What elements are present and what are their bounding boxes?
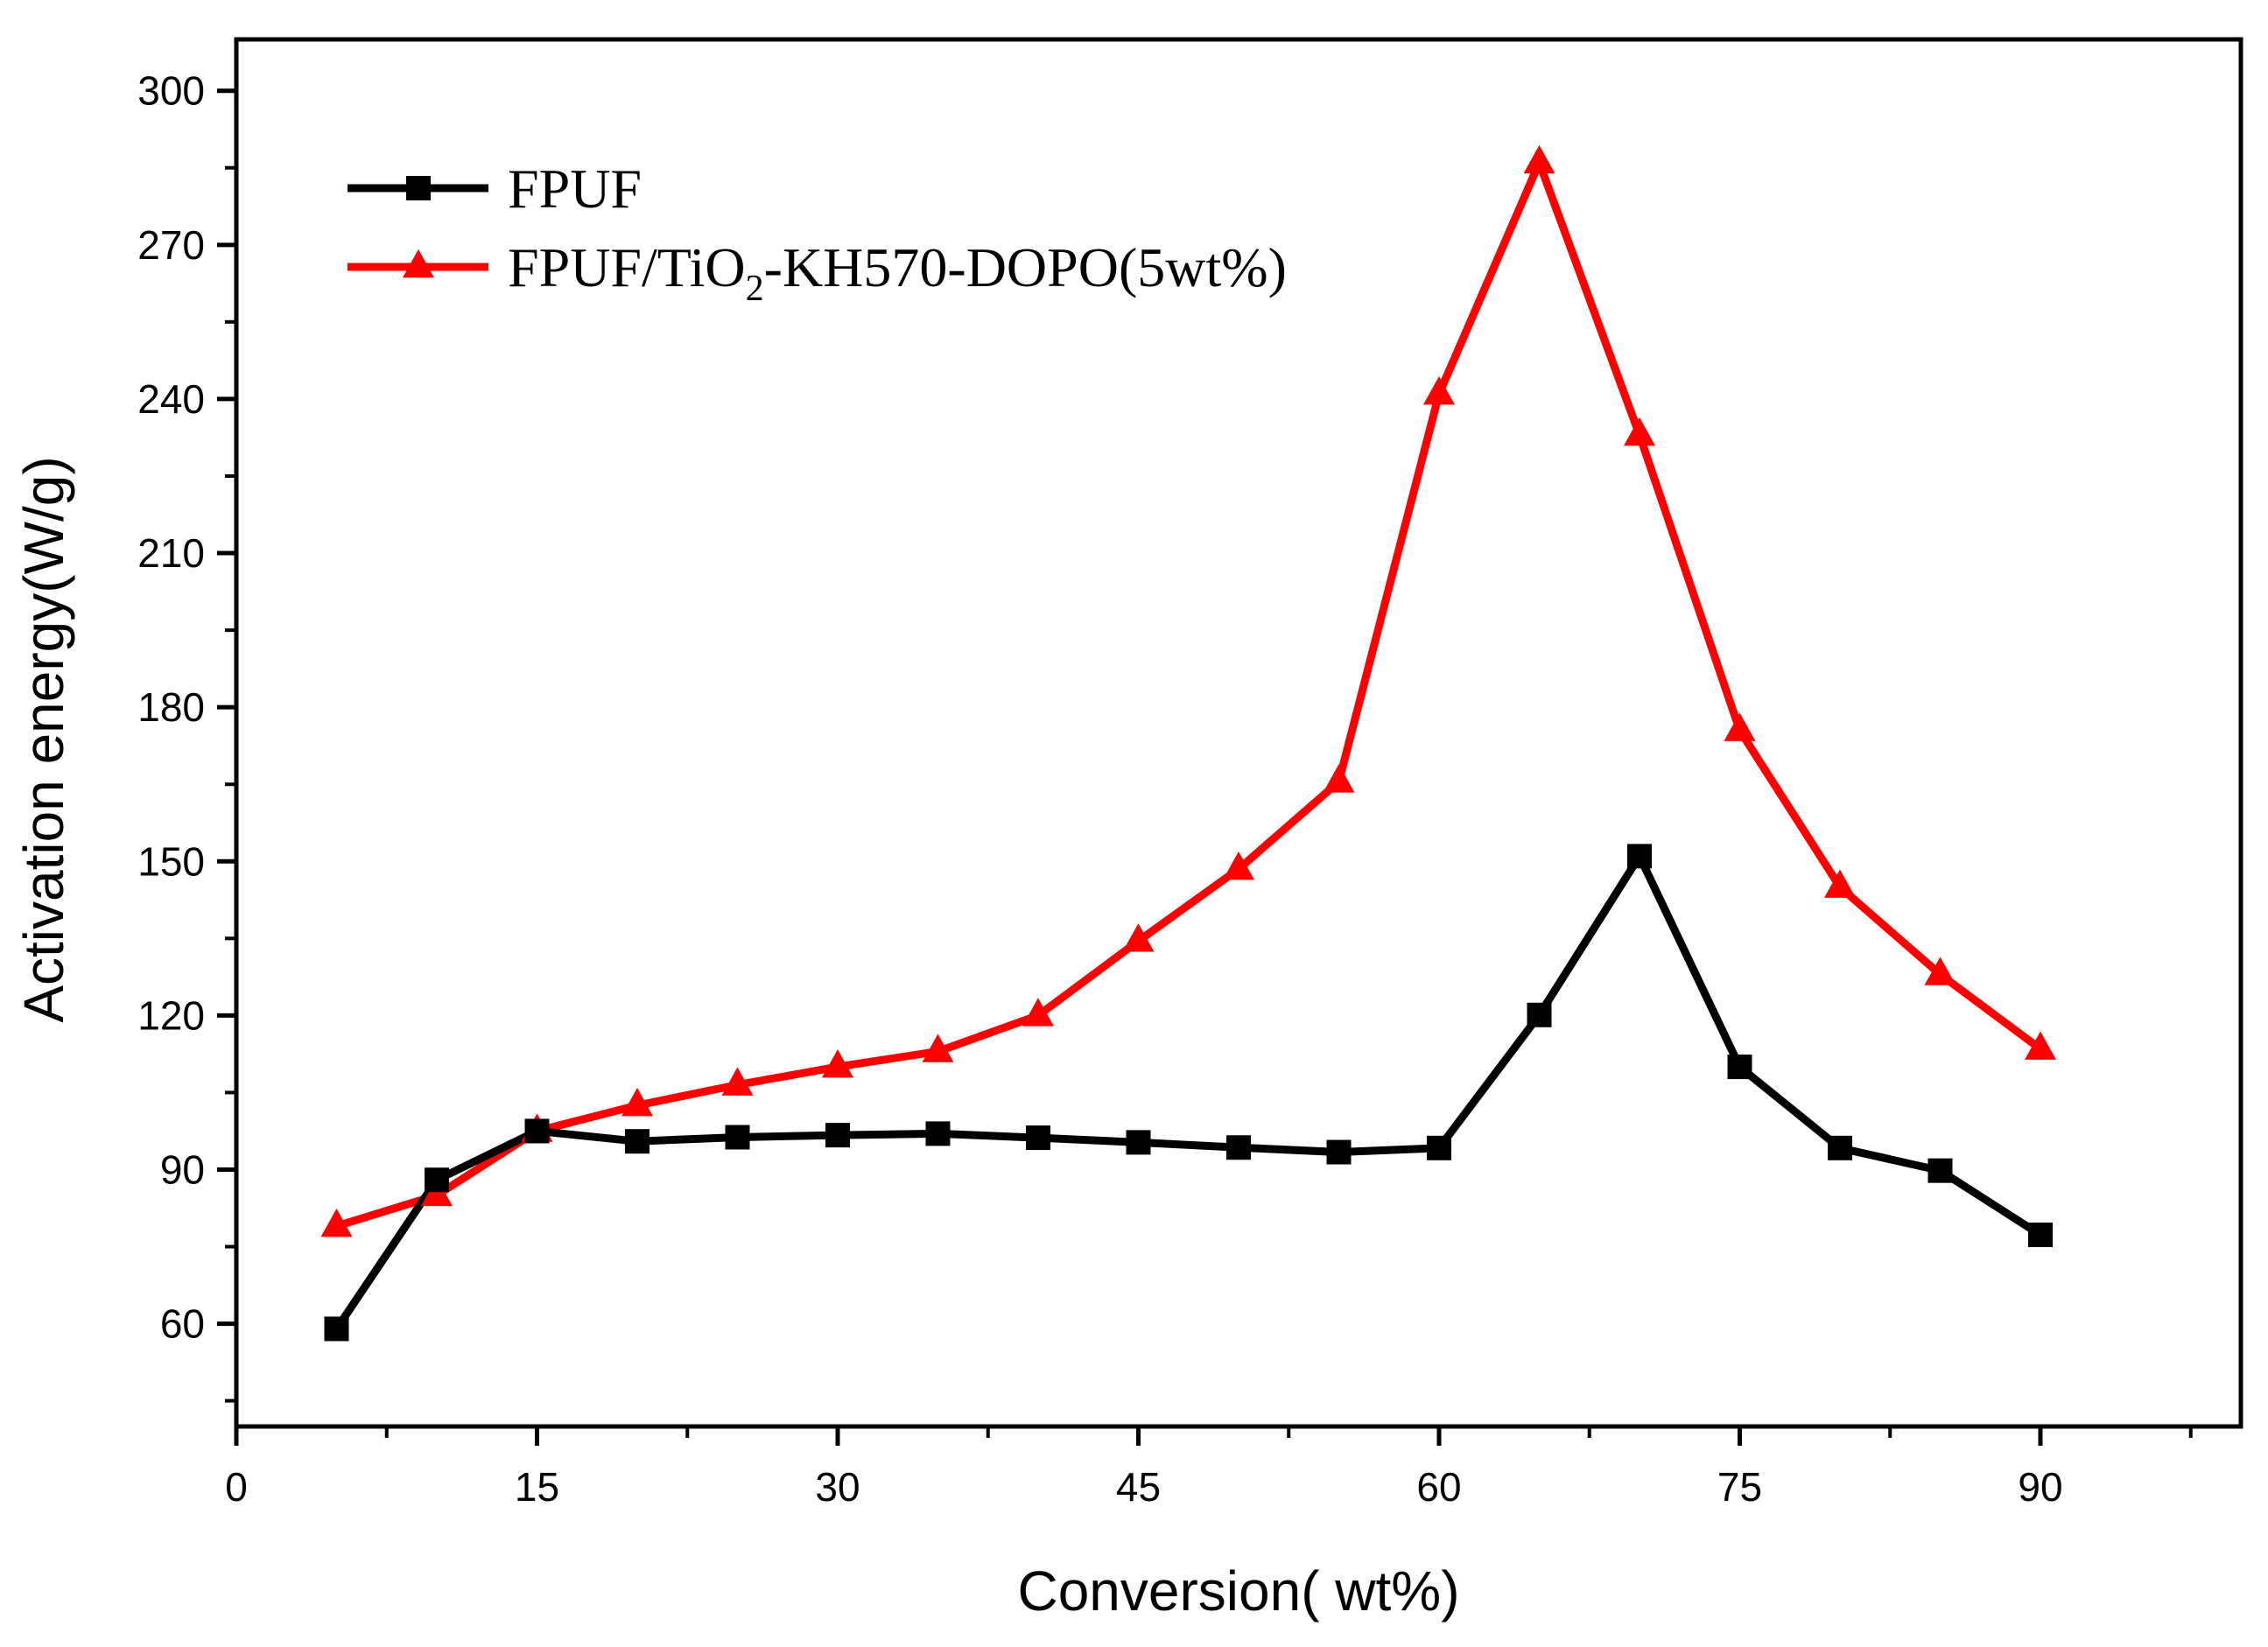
data-point-square <box>1627 844 1652 869</box>
data-point-square <box>1026 1125 1050 1151</box>
data-point-square <box>1226 1135 1251 1160</box>
data-point-square <box>1427 1135 1451 1160</box>
data-point-triangle <box>1924 957 1956 985</box>
data-point-square <box>1126 1130 1151 1155</box>
axis-ticks: 0 15 30 45 60 75 90 60 90 120 150 180 210 240 270 300 <box>137 68 2193 1510</box>
data-point-triangle <box>1824 869 1856 898</box>
y-tick-label: 180 <box>137 684 205 730</box>
data-point-triangle <box>1724 712 1756 741</box>
data-point-square <box>1326 1139 1352 1165</box>
legend-label: FPUF <box>508 158 642 220</box>
data-point-square <box>925 1121 951 1146</box>
data-point-triangle <box>721 1067 754 1096</box>
data-point-square <box>324 1316 349 1342</box>
y-tick-label: 150 <box>137 838 205 884</box>
data-point-triangle <box>822 1048 853 1078</box>
legend: FPUF FPUF/TiO2-KH570-DOPO(5wt%) <box>348 158 1287 309</box>
x-tick-label: 60 <box>1416 1464 1461 1510</box>
data-point-square <box>524 1118 550 1144</box>
legend-label: FPUF/TiO2-KH570-DOPO(5wt%) <box>508 236 1287 309</box>
y-tick-label: 300 <box>137 68 205 114</box>
series-line-fpuf <box>333 852 2043 1331</box>
data-point-square <box>2028 1223 2053 1248</box>
data-point-triangle <box>1624 417 1655 446</box>
series-markers <box>320 144 2056 1342</box>
data-point-triangle <box>1122 923 1155 952</box>
data-point-triangle <box>1423 375 1455 405</box>
y-tick-label: 120 <box>137 992 205 1038</box>
x-tick-label: 45 <box>1116 1464 1161 1510</box>
plot-frame <box>234 37 2243 1429</box>
x-axis-title: Conversion( wt%) <box>1017 1559 1459 1622</box>
data-point-triangle <box>2025 1031 2056 1060</box>
x-tick-label: 0 <box>225 1464 248 1510</box>
y-axis-title: Activation energy(W/g) <box>12 456 75 1022</box>
data-point-square <box>406 176 431 200</box>
y-tick-label: 240 <box>137 376 205 422</box>
data-point-square <box>825 1123 850 1148</box>
y-tick-label: 270 <box>137 222 205 268</box>
y-tick-label: 60 <box>160 1301 205 1347</box>
x-tick-label: 75 <box>1717 1464 1762 1510</box>
y-tick-label: 90 <box>160 1146 205 1192</box>
data-point-triangle <box>1523 144 1555 174</box>
data-point-triangle <box>1323 764 1355 793</box>
data-point-square <box>1727 1055 1752 1080</box>
data-point-square <box>625 1129 650 1154</box>
data-point-triangle <box>1223 851 1254 880</box>
data-point-square <box>1927 1158 1953 1183</box>
data-point-square <box>1527 1002 1552 1027</box>
x-tick-label: 15 <box>515 1464 559 1510</box>
data-point-triangle <box>621 1088 653 1117</box>
series-lines <box>333 158 2043 1331</box>
y-tick-label: 210 <box>137 530 205 576</box>
data-point-triangle <box>1022 998 1054 1027</box>
data-point-square <box>1828 1135 1852 1160</box>
data-point-triangle <box>403 249 434 278</box>
data-point-triangle <box>922 1034 954 1062</box>
x-tick-label: 90 <box>2018 1464 2062 1510</box>
data-point-square <box>425 1167 449 1193</box>
data-point-triangle <box>320 1208 353 1237</box>
x-tick-label: 30 <box>815 1464 860 1510</box>
series-line-fpuf-tio2 <box>335 158 2043 1230</box>
data-point-square <box>725 1125 750 1150</box>
